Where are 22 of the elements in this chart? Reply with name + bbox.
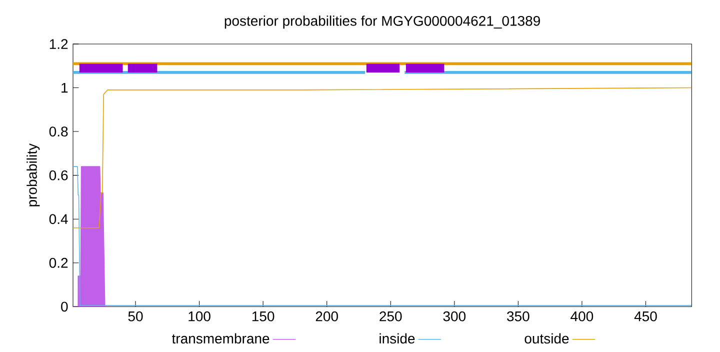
y-tick-label: 1 [62,82,68,93]
y-tick-label: 0.4 [49,214,68,224]
chart-title: posterior probabilities for MGYG000004621_01389 [224,16,540,29]
y-tick-label: 0 [61,302,68,312]
legend-label: outside [524,333,569,344]
legend-label: transmembrane [172,333,270,344]
x-tick-label: 250 [380,311,402,322]
y-axis-title: probability [26,143,40,206]
x-tick-label: 450 [634,311,657,322]
y-tick-label: 0.2 [49,258,68,268]
y-tick-label: 0.8 [49,126,68,137]
x-tick-label: 200 [316,311,338,322]
x-tick-label: 100 [188,311,210,322]
line-series [73,87,692,228]
y-tick-label: 0.6 [49,170,68,180]
y-tick-label: 1.2 [50,39,68,49]
x-tick-label: 50 [128,311,143,322]
x-tick-label: 300 [443,311,466,322]
legend-label: inside [380,333,415,344]
x-tick-label: 350 [507,311,530,322]
x-tick-label: 150 [252,311,274,322]
x-tick-label: 400 [570,311,594,322]
